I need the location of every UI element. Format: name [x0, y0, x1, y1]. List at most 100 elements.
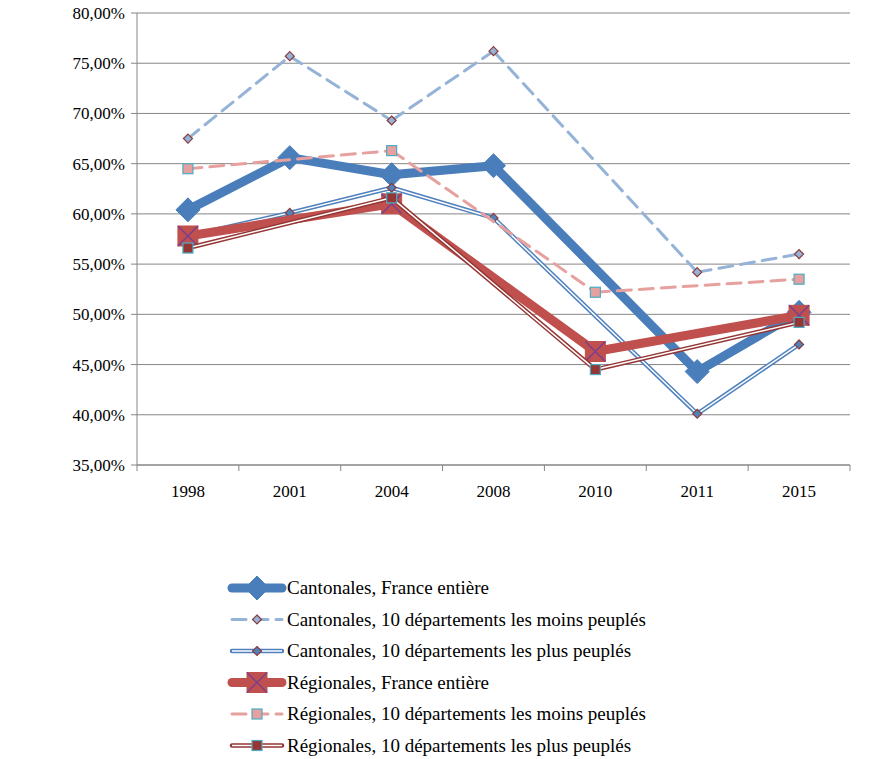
- data-point: [252, 741, 262, 751]
- data-point: [183, 134, 192, 143]
- y-tick-label: 45,00%: [73, 356, 125, 375]
- series: [183, 183, 803, 418]
- y-tick: [131, 163, 137, 164]
- data-point: [794, 317, 804, 327]
- legend-entry: Régionales, France entière: [232, 672, 489, 693]
- legend-label: Régionales, France entière: [287, 672, 489, 693]
- legend-entry: Régionales, 10 départements les plus peu…: [232, 735, 631, 756]
- y-tick-label: 40,00%: [73, 406, 125, 425]
- x-tick: [238, 465, 239, 471]
- series: [183, 47, 803, 277]
- y-tick: [131, 13, 137, 14]
- plot-area: [176, 47, 811, 419]
- y-tick-label: 80,00%: [73, 4, 125, 23]
- x-tick: [442, 465, 443, 471]
- data-point: [253, 615, 262, 624]
- series-line: [188, 151, 392, 169]
- legend-label: Régionales, 10 départements les moins pe…: [287, 703, 646, 724]
- series-line-inner: [188, 198, 392, 248]
- data-point: [183, 164, 193, 174]
- series: [176, 146, 811, 384]
- legend-label: Cantonales, 10 départements les plus peu…: [287, 640, 631, 661]
- x-tick-label: 2010: [578, 482, 612, 501]
- y-tick-label: 65,00%: [73, 155, 125, 174]
- x-tick-label: 2015: [782, 482, 816, 501]
- legend-label: Cantonales, 10 départements les moins pe…: [287, 609, 646, 630]
- data-point: [247, 673, 267, 693]
- marker-cross: [247, 673, 267, 693]
- data-point: [693, 409, 702, 418]
- y-tick: [131, 414, 137, 415]
- y-tick: [131, 113, 137, 114]
- grid-line: [137, 465, 850, 466]
- data-point: [489, 47, 498, 56]
- y-tick-label: 70,00%: [73, 104, 125, 123]
- legend: Cantonales, France entière Cantonales, 10…: [232, 576, 646, 756]
- y-tick: [131, 63, 137, 64]
- data-point: [794, 274, 804, 284]
- legend-entry: Cantonales, 10 départements les plus peu…: [232, 640, 631, 661]
- marker-cross: [585, 341, 605, 361]
- y-tick: [131, 314, 137, 315]
- y-tick-label: 75,00%: [73, 54, 125, 73]
- data-point: [245, 576, 269, 600]
- y-tick: [131, 264, 137, 265]
- y-axis: [137, 13, 138, 465]
- data-point: [387, 116, 396, 125]
- series-line: [595, 279, 799, 292]
- y-tick: [131, 213, 137, 214]
- series-line: [392, 166, 494, 175]
- series-line: [188, 198, 392, 248]
- x-tick-label: 2004: [375, 482, 410, 501]
- grid-line: [137, 414, 850, 415]
- series-line-inner: [697, 344, 799, 413]
- series-line: [392, 51, 494, 120]
- x-tick: [850, 465, 851, 471]
- legend-label: Cantonales, France entière: [287, 577, 489, 598]
- x-tick: [340, 465, 341, 471]
- legend-entry: Cantonales, 10 départements les moins pe…: [232, 609, 646, 630]
- y-tick-label: 50,00%: [73, 305, 125, 324]
- x-tick: [137, 465, 138, 471]
- data-point: [387, 183, 396, 192]
- y-tick-label: 60,00%: [73, 205, 125, 224]
- data-point: [183, 243, 193, 253]
- grid-line: [137, 364, 850, 365]
- chart: 35,00% 40,00% 45,00% 50,00% 55,00% 60,00% 65,0…: [0, 0, 886, 759]
- x-tick: [748, 465, 749, 471]
- data-point: [590, 365, 600, 375]
- series: [178, 194, 809, 362]
- data-point: [693, 268, 702, 277]
- legend-label: Régionales, 10 départements les plus peu…: [287, 735, 631, 756]
- data-point: [285, 52, 294, 61]
- legend-entry: Cantonales, France entière: [232, 576, 489, 600]
- series-line: [494, 51, 698, 272]
- series-line: [188, 204, 392, 236]
- series-line: [290, 56, 392, 120]
- series: [183, 146, 804, 298]
- x-tick: [646, 465, 647, 471]
- data-point: [795, 250, 804, 259]
- series-line: [290, 158, 392, 175]
- grid-line: [137, 13, 850, 14]
- series-line-inner: [595, 322, 799, 369]
- data-point: [387, 146, 397, 156]
- series-line-inner: [494, 218, 698, 414]
- data-point: [685, 360, 709, 384]
- x-tick-label: 1998: [171, 482, 205, 501]
- data-point: [176, 198, 200, 222]
- data-point: [585, 341, 605, 361]
- data-point: [795, 340, 804, 349]
- data-point: [252, 709, 262, 719]
- series-line: [595, 322, 799, 369]
- series-line: [697, 344, 799, 413]
- grid-line: [137, 314, 850, 315]
- grid-line: [137, 63, 850, 64]
- y-tick-label: 55,00%: [73, 255, 125, 274]
- data-point: [387, 193, 397, 203]
- y-tick-label: 35,00%: [73, 456, 125, 475]
- grid-line: [137, 113, 850, 114]
- series-line: [188, 56, 290, 138]
- y-tick: [131, 364, 137, 365]
- x-tick-label: 2008: [477, 482, 511, 501]
